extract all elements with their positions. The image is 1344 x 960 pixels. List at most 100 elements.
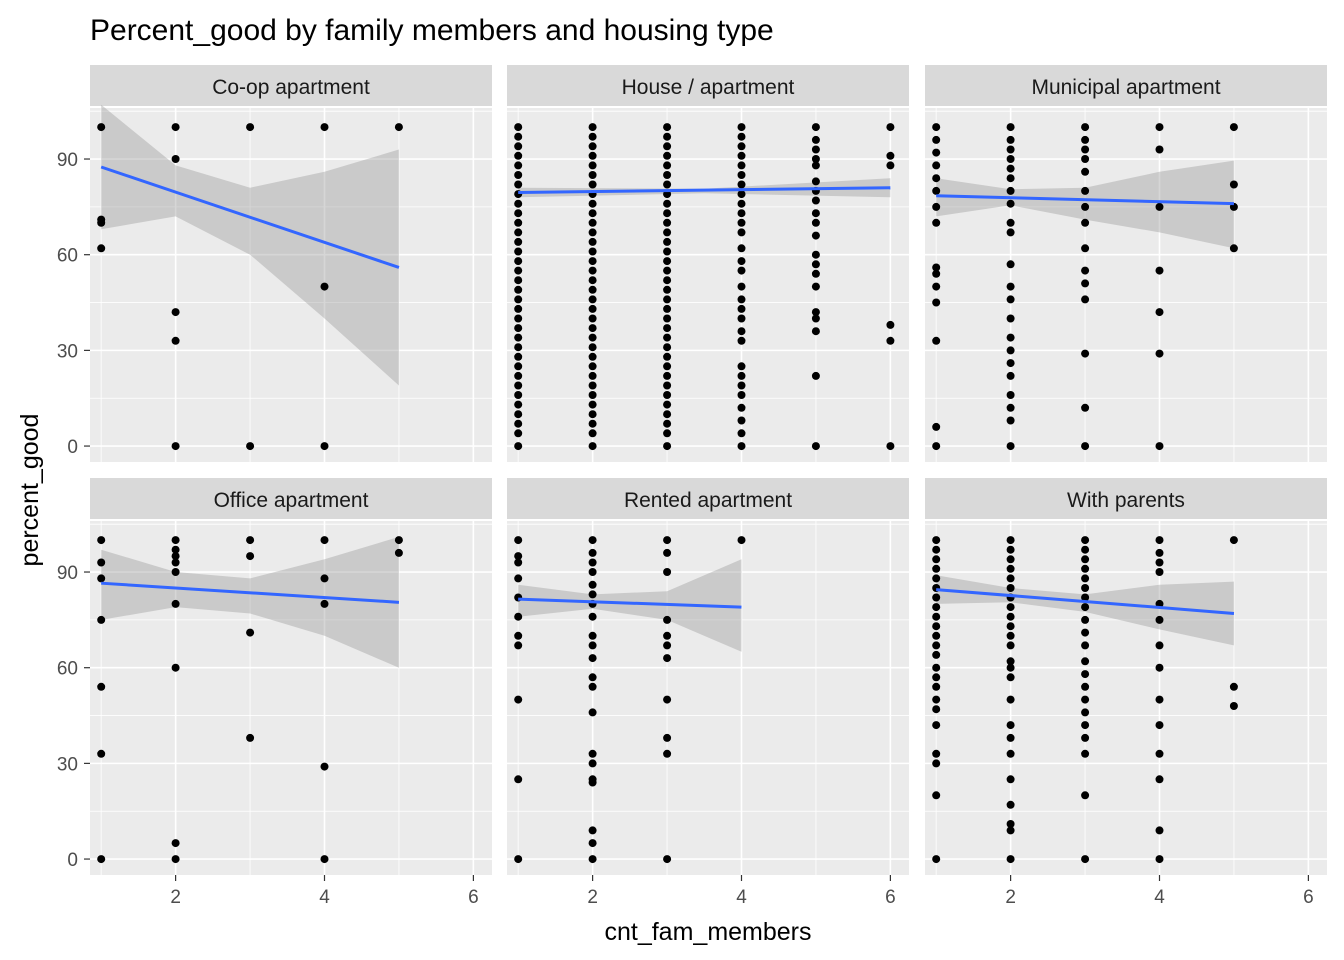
data-point	[588, 371, 597, 380]
data-point	[588, 641, 597, 650]
x-tick-label: 2	[1005, 887, 1016, 908]
data-point	[1081, 855, 1090, 864]
data-point	[1081, 545, 1090, 554]
data-point	[514, 199, 523, 208]
data-point	[588, 266, 597, 275]
y-tick-label: 30	[57, 341, 78, 362]
chart-title: Percent_good by family members and housi…	[90, 14, 774, 47]
data-point	[1155, 536, 1164, 545]
data-point	[588, 419, 597, 428]
data-point	[811, 177, 820, 186]
data-point	[171, 558, 180, 567]
y-tick-label: 30	[57, 754, 78, 775]
data-point	[588, 400, 597, 409]
data-point	[1006, 584, 1015, 592]
data-point	[737, 132, 746, 141]
data-point	[811, 282, 820, 291]
data-point	[737, 429, 746, 438]
data-point	[886, 161, 895, 170]
data-point	[932, 422, 941, 431]
data-point	[514, 171, 523, 179]
data-point	[932, 791, 941, 800]
data-point	[1006, 295, 1015, 304]
data-point	[1006, 603, 1015, 612]
facet-strip	[90, 478, 492, 519]
data-point	[1006, 622, 1015, 631]
facet-panel: With parents 2 4 6	[925, 478, 1327, 908]
data-point	[97, 682, 106, 691]
data-point	[737, 362, 746, 371]
data-point	[737, 536, 746, 545]
data-point	[663, 199, 672, 208]
data-point	[1006, 536, 1015, 545]
data-point	[97, 244, 106, 253]
data-point	[588, 429, 597, 438]
data-point	[1155, 855, 1164, 864]
data-point	[811, 314, 820, 323]
data-point	[514, 295, 523, 304]
data-point	[588, 682, 597, 691]
data-point	[737, 199, 746, 208]
data-point	[514, 429, 523, 438]
data-point	[811, 155, 820, 163]
data-point	[811, 308, 820, 317]
data-point	[171, 336, 180, 345]
data-point	[1081, 155, 1090, 163]
y-tick-label: 60	[57, 246, 78, 267]
data-point	[514, 552, 523, 561]
data-point	[932, 282, 941, 291]
data-point	[588, 199, 597, 208]
data-point	[1006, 164, 1015, 173]
x-tick-label: 6	[1303, 887, 1314, 908]
data-point	[1006, 442, 1015, 451]
data-point	[171, 568, 180, 576]
data-point	[588, 391, 597, 399]
data-point	[588, 209, 597, 218]
data-point	[1081, 135, 1090, 144]
data-point	[171, 599, 180, 608]
data-point	[1006, 733, 1015, 742]
data-point	[663, 285, 672, 294]
data-point	[171, 155, 180, 163]
data-point	[1006, 641, 1015, 650]
y-tick-label: 0	[67, 850, 78, 871]
data-point	[97, 855, 106, 864]
data-point	[588, 442, 597, 451]
x-tick-label: 2	[587, 887, 598, 908]
data-point	[588, 708, 597, 717]
facet-strip	[507, 65, 909, 106]
data-point	[394, 536, 403, 545]
data-point	[737, 403, 746, 412]
data-point	[1229, 536, 1238, 545]
data-point	[320, 599, 329, 608]
data-point	[246, 552, 255, 561]
data-point	[1081, 123, 1090, 132]
data-point	[737, 295, 746, 304]
data-point	[663, 442, 672, 451]
data-point	[1006, 673, 1015, 682]
data-point	[394, 548, 403, 557]
data-point	[514, 442, 523, 451]
data-point	[932, 650, 941, 659]
x-tick-label: 2	[170, 887, 181, 908]
data-point	[1155, 663, 1164, 672]
data-point	[663, 343, 672, 352]
data-point	[663, 304, 672, 313]
data-point	[1006, 749, 1015, 758]
data-point	[663, 123, 672, 132]
data-point	[514, 218, 523, 227]
data-point	[1081, 628, 1090, 637]
data-point	[663, 381, 672, 390]
data-point	[1006, 155, 1015, 163]
data-point	[932, 603, 941, 612]
data-point	[97, 615, 106, 624]
data-point	[1155, 721, 1164, 730]
data-point	[932, 612, 941, 621]
data-point	[663, 733, 672, 742]
data-point	[514, 324, 523, 333]
data-point	[588, 839, 597, 848]
data-point	[588, 343, 597, 352]
data-point	[320, 536, 329, 545]
data-point	[663, 142, 672, 151]
data-point	[514, 314, 523, 323]
